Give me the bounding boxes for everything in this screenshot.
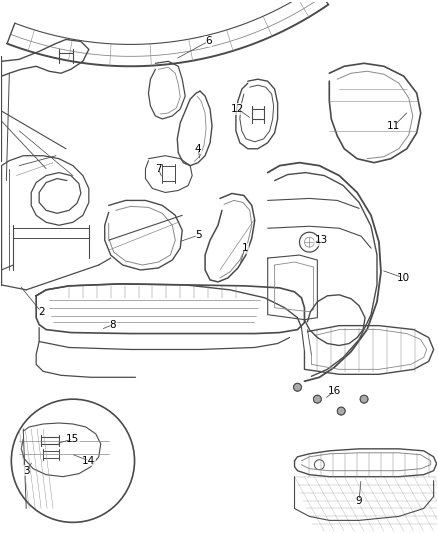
Text: 5: 5 (195, 230, 201, 240)
Text: 11: 11 (387, 121, 400, 131)
Text: 4: 4 (195, 144, 201, 154)
Circle shape (360, 395, 368, 403)
Text: 3: 3 (23, 466, 29, 475)
Circle shape (337, 407, 345, 415)
Text: 7: 7 (155, 164, 162, 174)
Circle shape (314, 395, 321, 403)
Text: 1: 1 (241, 243, 248, 253)
Text: 6: 6 (205, 36, 212, 46)
Text: 12: 12 (231, 104, 244, 114)
Text: 14: 14 (82, 456, 95, 466)
Text: 10: 10 (397, 273, 410, 283)
Text: 2: 2 (38, 306, 44, 317)
Text: 13: 13 (315, 235, 328, 245)
Text: 16: 16 (328, 386, 341, 396)
Text: 15: 15 (66, 434, 80, 444)
Text: 8: 8 (110, 320, 116, 329)
Circle shape (293, 383, 301, 391)
Text: 9: 9 (356, 496, 362, 505)
